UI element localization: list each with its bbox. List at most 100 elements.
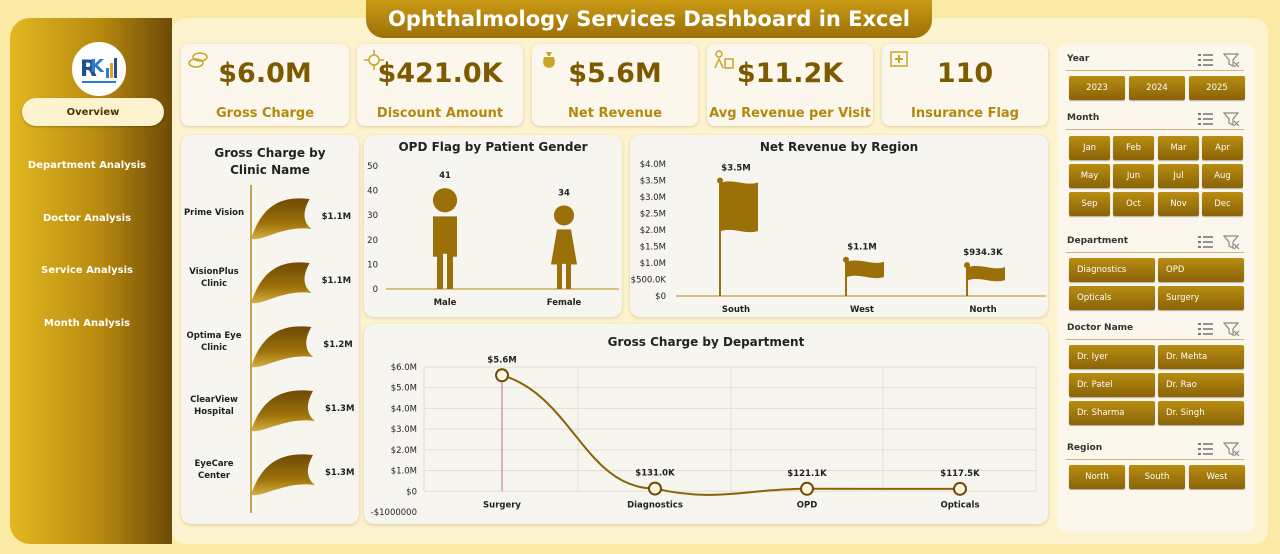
slicer-month-option-apr[interactable]: Apr bbox=[1202, 136, 1243, 160]
nav-department-analysis-label: Department Analysis bbox=[27, 159, 147, 171]
dept-series-line bbox=[501, 374, 961, 496]
slicer-month-option-sep[interactable]: Sep bbox=[1069, 192, 1110, 216]
dept-tick-label: -$1000000 bbox=[371, 508, 417, 518]
nav-department-analysis[interactable]: Department Analysis bbox=[12, 151, 162, 179]
gender-tick-label: 30 bbox=[367, 211, 378, 221]
slicer-region-option-south[interactable]: South bbox=[1129, 465, 1185, 489]
region-pole-top bbox=[717, 177, 723, 184]
clear-filter-icon[interactable] bbox=[1222, 322, 1240, 337]
dashboard-title: Ophthalmology Services Dashboard in Exce… bbox=[366, 0, 932, 38]
dept-chart-card: Gross Charge by Department $6.0M $5.0M $4.… bbox=[364, 324, 1048, 524]
slicer-region-option-north[interactable]: North bbox=[1069, 465, 1125, 489]
slicer-doctor-option-dr-singh[interactable]: Dr. Singh bbox=[1158, 401, 1244, 425]
slicer-month-option-jun[interactable]: Jun bbox=[1113, 164, 1154, 188]
nav-month-analysis[interactable]: Month Analysis bbox=[12, 309, 162, 337]
multi-select-icon[interactable] bbox=[1198, 443, 1213, 455]
clinic-chart: Prime Vision $1.1M VisionPlus Clinic $1.1M Op… bbox=[184, 185, 354, 513]
clinic-data-label: $1.2M bbox=[323, 340, 352, 350]
slicer-region-title: Region bbox=[1067, 443, 1103, 453]
gender-data-label: 41 bbox=[439, 171, 451, 181]
slicer-doctor-option-dr-rao[interactable]: Dr. Rao bbox=[1158, 373, 1244, 397]
slicer-year-option-2025[interactable]: 2025 bbox=[1189, 76, 1245, 100]
slicer-department-option-opd[interactable]: OPD bbox=[1158, 258, 1244, 282]
dept-category-label: Surgery bbox=[483, 500, 521, 510]
slicer-month-option-jul[interactable]: Jul bbox=[1158, 164, 1199, 188]
slicer-month-option-may[interactable]: May bbox=[1069, 164, 1110, 188]
visit-icon bbox=[714, 50, 734, 69]
kpi-discount-amount: $421.0K Discount Amount bbox=[357, 44, 523, 126]
dept-category-label: OPD bbox=[797, 500, 818, 510]
kpi-discount-amount-value: $421.0K bbox=[377, 58, 503, 89]
clinic-bar-prime-vision bbox=[251, 198, 312, 240]
slicer-divider bbox=[1066, 252, 1244, 253]
gender-chart-title: OPD Flag by Patient Gender bbox=[398, 140, 588, 154]
gender-category-label: Female bbox=[547, 298, 582, 308]
slicer-department-option-diagnostics[interactable]: Diagnostics bbox=[1069, 258, 1155, 282]
slicer-month-option-jan[interactable]: Jan bbox=[1069, 136, 1110, 160]
slicer-month-option-feb[interactable]: Feb bbox=[1113, 136, 1154, 160]
gender-tick-label: 50 bbox=[367, 162, 378, 172]
nav-month-analysis-label: Month Analysis bbox=[43, 317, 131, 329]
nav-doctor-analysis[interactable]: Doctor Analysis bbox=[12, 204, 162, 232]
dept-point-diagnostics bbox=[648, 481, 662, 496]
region-chart-title: Net Revenue by Region bbox=[759, 140, 919, 154]
multi-select-icon[interactable] bbox=[1198, 323, 1213, 335]
dept-data-label: $117.5K bbox=[940, 469, 980, 479]
dept-point-opd bbox=[800, 481, 814, 496]
slicer-month-controls bbox=[1196, 111, 1242, 127]
slicer-month-option-mar[interactable]: Mar bbox=[1158, 136, 1199, 160]
slicer-region-option-west[interactable]: West bbox=[1189, 465, 1245, 489]
slicer-year-title: Year bbox=[1067, 54, 1090, 64]
dept-chart: $6.0M $5.0M $4.0M $3.0M $2.0M $1.0M $0 -$100000… bbox=[371, 355, 1037, 518]
slicer-doctor-option-dr-patel[interactable]: Dr. Patel bbox=[1069, 373, 1155, 397]
clinic-category-label: Prime Vision bbox=[184, 208, 244, 218]
dept-data-label: $121.1K bbox=[787, 469, 827, 479]
multi-select-icon[interactable] bbox=[1198, 236, 1213, 248]
clear-filter-icon[interactable] bbox=[1222, 53, 1240, 68]
clear-filter-icon[interactable] bbox=[1222, 112, 1240, 127]
clear-filter-icon[interactable] bbox=[1222, 235, 1240, 250]
clinic-bar-clearview-hospital bbox=[251, 390, 315, 432]
slicer-month-option-aug[interactable]: Aug bbox=[1202, 164, 1243, 188]
slicer-month-option-dec[interactable]: Dec bbox=[1202, 192, 1243, 216]
slicer-doctor-controls bbox=[1196, 321, 1242, 337]
multi-select-icon[interactable] bbox=[1198, 113, 1213, 125]
clinic-bar-optima-eye-clinic bbox=[251, 326, 314, 368]
region-tick-label: $0 bbox=[655, 292, 666, 302]
dept-point-opticals bbox=[953, 481, 967, 496]
slicer-region-controls bbox=[1196, 441, 1242, 457]
gender-category-label: Male bbox=[434, 298, 457, 308]
slicer-year-option-2024[interactable]: 2024 bbox=[1129, 76, 1185, 100]
dashboard-title-text: Ophthalmology Services Dashboard in Exce… bbox=[388, 7, 910, 31]
slicer-month-option-nov[interactable]: Nov bbox=[1158, 192, 1199, 216]
slicer-year-option-2023[interactable]: 2023 bbox=[1069, 76, 1125, 100]
dept-tick-label: $6.0M bbox=[391, 363, 417, 373]
region-category-label: West bbox=[850, 305, 874, 315]
region-tick-label: $500.0K bbox=[631, 276, 667, 286]
region-bar-north bbox=[968, 266, 1005, 282]
slicer-doctor-option-dr-sharma[interactable]: Dr. Sharma bbox=[1069, 401, 1155, 425]
kpi-net-revenue: $5.6M Net Revenue bbox=[532, 44, 698, 126]
nav-overview-label: Overview bbox=[66, 106, 120, 118]
nav-overview[interactable]: Overview bbox=[22, 98, 164, 126]
clinic-category-label: Clinic bbox=[201, 343, 227, 353]
region-chart: $4.0M $3.5M $3.0M $2.5M $2.0M $1.5M $1.0M $500.… bbox=[631, 160, 1046, 315]
slicer-department-option-surgery[interactable]: Surgery bbox=[1158, 286, 1244, 310]
slicer-doctor-option-dr-iyer[interactable]: Dr. Iyer bbox=[1069, 345, 1155, 369]
nav-service-analysis[interactable]: Service Analysis bbox=[12, 256, 162, 284]
kpi-insurance-flag: 110 Insurance Flag bbox=[882, 44, 1048, 126]
dept-point-surgery bbox=[495, 368, 509, 383]
gender-bar-male bbox=[432, 188, 458, 289]
coins-icon bbox=[188, 52, 208, 68]
clinic-bar-eyecare-center bbox=[251, 454, 315, 496]
kpi-gross-charge: $6.0M Gross Charge bbox=[181, 44, 349, 126]
gender-tick-label: 0 bbox=[373, 285, 378, 295]
clear-filter-icon[interactable] bbox=[1222, 442, 1240, 457]
slicer-month-option-oct[interactable]: Oct bbox=[1113, 192, 1154, 216]
slicer-doctor-option-dr-mehta[interactable]: Dr. Mehta bbox=[1158, 345, 1244, 369]
slicer-department-option-opticals[interactable]: Opticals bbox=[1069, 286, 1155, 310]
multi-select-icon[interactable] bbox=[1198, 54, 1213, 66]
svg-text:R: R bbox=[80, 57, 97, 82]
kpi-avg-revenue-per-visit-label: Avg Revenue per Visit bbox=[709, 106, 871, 121]
clinic-chart-title: Gross Charge by Clinic Name bbox=[214, 146, 326, 177]
